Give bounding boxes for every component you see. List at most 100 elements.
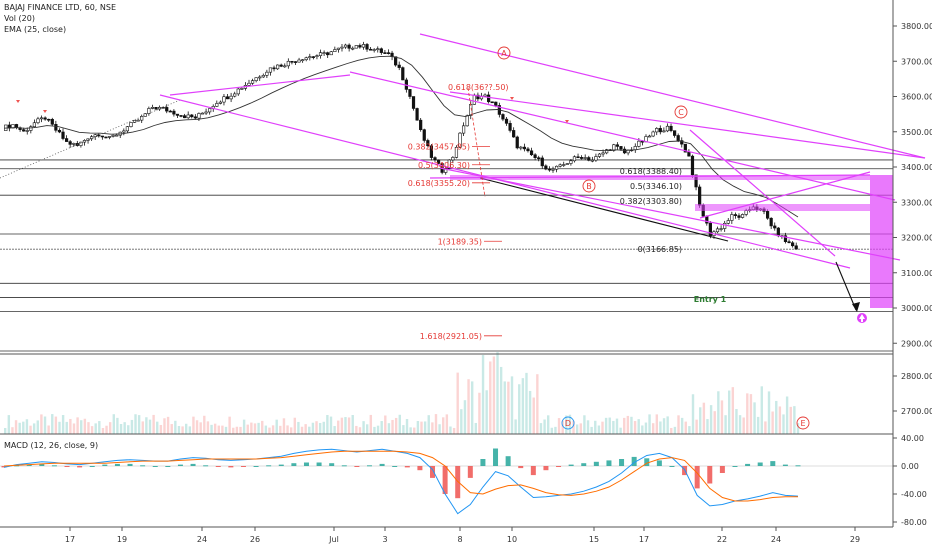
candle-body[interactable] [286,60,290,67]
candle-body[interactable] [447,159,451,169]
candle-body[interactable] [569,160,573,164]
candle-body[interactable] [276,64,280,70]
candle-body[interactable] [612,144,616,151]
candle-body[interactable] [619,146,623,150]
candle-body[interactable] [715,228,720,233]
candle-body[interactable] [487,94,491,103]
candle-body[interactable] [451,157,455,161]
candle-body[interactable] [354,45,358,49]
candle-body[interactable] [655,128,659,133]
candle-body[interactable] [665,125,670,132]
magenta-trend-line[interactable] [689,129,836,257]
candle-body[interactable] [769,217,773,227]
candle-body[interactable] [698,186,702,206]
candle-body[interactable] [794,245,798,250]
magenta-trend-line[interactable] [419,33,926,159]
candle-body[interactable] [637,140,641,147]
legend-ema[interactable]: EMA (25, close) [4,25,67,34]
candle-body[interactable] [597,153,602,157]
candle-body[interactable] [426,140,430,147]
candle-body[interactable] [529,150,534,156]
candle-body[interactable] [594,156,598,161]
legend-macd[interactable]: MACD (12, 26, close, 9) [4,441,99,450]
candle-body[interactable] [279,64,283,67]
candle-body[interactable] [100,135,104,138]
candle-body[interactable] [132,119,137,123]
candle-body[interactable] [368,48,373,51]
candle-body[interactable] [365,44,369,50]
candle-body[interactable] [583,157,587,159]
candle-body[interactable] [723,222,727,229]
candle-body[interactable] [322,52,326,54]
target-arrow-line[interactable] [835,261,857,311]
candle-body[interactable] [125,126,129,132]
candle-body[interactable] [444,167,448,173]
candles[interactable] [4,41,798,250]
black-trend-line[interactable] [479,177,729,242]
candle-body[interactable] [32,122,37,128]
legend-symbol[interactable]: BAJAJ FINANCE LTD, 60, NSE [4,3,117,12]
candle-body[interactable] [79,141,83,146]
candle-body[interactable] [186,114,190,119]
candle-body[interactable] [436,159,441,164]
candle-body[interactable] [422,129,426,141]
candle-body[interactable] [272,67,276,70]
candle-body[interactable] [215,103,219,107]
candle-body[interactable] [458,132,462,148]
candle-body[interactable] [580,157,584,159]
candle-body[interactable] [558,164,562,167]
candle-body[interactable] [605,149,609,154]
candle-body[interactable] [218,101,222,104]
candle-body[interactable] [765,211,770,219]
candle-body[interactable] [25,130,29,132]
candle-body[interactable] [372,49,376,51]
candle-body[interactable] [254,77,258,82]
candle-body[interactable] [283,65,287,68]
candle-body[interactable] [122,130,126,133]
candle-body[interactable] [204,111,208,114]
candle-body[interactable] [68,141,72,145]
candle-body[interactable] [179,115,183,117]
candle-body[interactable] [694,174,698,188]
candle-body[interactable] [465,115,469,127]
candle-body[interactable] [490,101,494,104]
candle-body[interactable] [136,119,140,122]
candle-body[interactable] [240,88,244,90]
candle-body[interactable] [433,157,437,161]
candle-body[interactable] [533,154,537,158]
candle-body[interactable] [265,71,269,76]
candle-body[interactable] [554,165,559,170]
candle-body[interactable] [333,49,337,53]
candle-body[interactable] [787,241,791,244]
candle-body[interactable] [39,117,44,120]
candle-body[interactable] [14,124,19,128]
candle-body[interactable] [726,220,730,224]
candle-body[interactable] [397,64,401,68]
candle-body[interactable] [47,118,51,121]
candle-body[interactable] [225,96,230,100]
candle-body[interactable] [544,165,548,170]
candle-body[interactable] [193,116,197,119]
candle-body[interactable] [293,61,298,63]
candle-body[interactable] [669,125,673,131]
candle-body[interactable] [408,89,412,97]
magenta-trend-line[interactable] [169,74,351,96]
candle-body[interactable] [565,163,569,165]
candle-body[interactable] [562,164,566,166]
candle-body[interactable] [268,67,273,73]
candle-body[interactable] [43,117,47,120]
candle-body[interactable] [783,235,788,243]
candle-body[interactable] [104,136,108,139]
candle-body[interactable] [311,56,315,58]
candle-body[interactable] [129,122,133,127]
candle-body[interactable] [261,75,265,78]
candle-body[interactable] [401,67,405,81]
candle-body[interactable] [172,110,176,115]
candle-body[interactable] [472,94,476,105]
candle-body[interactable] [519,146,523,149]
candle-body[interactable] [61,131,65,139]
candle-body[interactable] [361,44,366,48]
candle-body[interactable] [197,113,201,119]
candle-body[interactable] [168,110,172,113]
